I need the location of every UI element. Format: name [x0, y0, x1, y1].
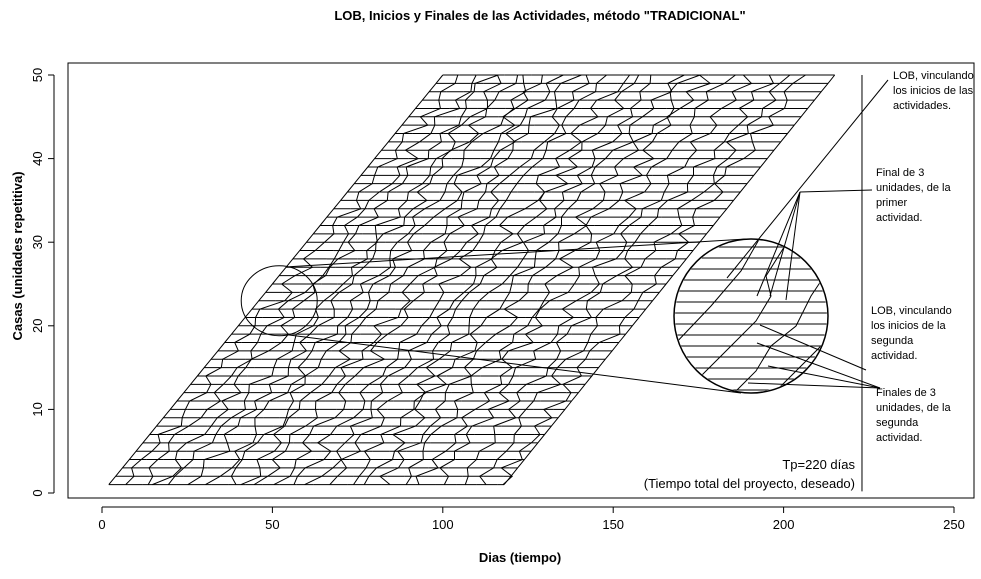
zoom-callout — [240, 238, 829, 394]
annotation-final-first: Final de 3 unidades, de la primer activi… — [876, 167, 951, 224]
y-tick-label: 10 — [30, 402, 45, 416]
lob-line — [168, 74, 502, 485]
annotation-line: segunda — [871, 335, 914, 347]
leader-line — [759, 324, 867, 371]
x-tick-label: 250 — [943, 517, 965, 532]
lob-line — [415, 74, 736, 485]
zoom-link-line — [287, 334, 742, 394]
annotation-line: segunda — [876, 417, 919, 429]
leader-line — [747, 382, 881, 389]
leader-line — [756, 191, 801, 297]
annotation-finals-second: Finales de 3 unidades, de la segunda act… — [876, 387, 951, 444]
y-axis-label: Casas (unidades repetitiva) — [10, 171, 25, 340]
lob-line — [439, 74, 753, 485]
leader-line — [769, 191, 801, 297]
zoom-magnified-circle — [673, 238, 829, 394]
zoom-link-line — [289, 238, 747, 268]
lob-line — [273, 74, 590, 486]
annotation-line: Finales de 3 — [876, 387, 936, 399]
lob-line — [152, 74, 499, 486]
y-axis: 0 10 20 30 40 50 — [30, 68, 55, 497]
y-tick-label: 50 — [30, 68, 45, 82]
x-axis: 0 50 100 150 200 250 — [98, 506, 965, 532]
lob-line — [187, 74, 519, 486]
annotation-line: unidades, de la — [876, 182, 951, 194]
lob-line — [230, 74, 543, 485]
annotation-line: actividades. — [893, 100, 951, 112]
lob-lines — [108, 74, 836, 486]
annotation-line: los inicios de las — [893, 85, 974, 97]
annotation-line: actividad. — [876, 432, 922, 444]
x-tick-label: 150 — [602, 517, 624, 532]
lob-line — [293, 74, 607, 485]
zoom-lob — [675, 240, 762, 347]
annotation-line: actividad. — [871, 350, 917, 362]
lob-line — [205, 74, 527, 486]
zoom-lob — [730, 265, 827, 392]
annotation-line: actividad. — [876, 212, 922, 224]
annotation-line: LOB, vinculando — [871, 305, 952, 317]
zoom-content — [675, 240, 827, 392]
annotation-line: los inicios de la — [871, 320, 946, 332]
lob-line — [363, 74, 685, 485]
leader-line — [756, 342, 881, 389]
lob-line — [500, 74, 806, 485]
lob-line — [405, 74, 712, 485]
zoom-lob — [690, 240, 792, 387]
lob-line — [108, 74, 444, 485]
lob-line — [240, 74, 564, 486]
x-tick-label: 200 — [773, 517, 795, 532]
x-tick-label: 0 — [98, 517, 105, 532]
y-tick-label: 20 — [30, 319, 45, 333]
lob-line — [125, 74, 459, 485]
lob-line — [353, 74, 652, 485]
y-tick-label: 30 — [30, 235, 45, 249]
x-tick-label: 100 — [432, 517, 454, 532]
unit-bars — [108, 74, 835, 486]
plot-frame — [67, 62, 975, 499]
lob-line — [253, 74, 582, 486]
lob-line — [304, 74, 631, 486]
annotation-leaders — [726, 79, 889, 389]
annotation-lob-second: LOB, vinculando los inicios de la segund… — [871, 305, 952, 362]
zoom-source-circle — [240, 265, 318, 337]
lob-line — [379, 74, 701, 485]
total-time-label: Tp=220 días — [782, 457, 855, 472]
annotation-line: LOB, vinculando — [893, 70, 974, 82]
lob-line — [503, 74, 836, 485]
lob-line — [478, 74, 791, 485]
y-tick-label: 0 — [30, 489, 45, 496]
x-axis-label: Dias (tiempo) — [479, 550, 561, 565]
total-time-note: (Tiempo total del proyecto, deseado) — [644, 476, 855, 491]
y-tick-label: 40 — [30, 151, 45, 165]
annotation-line: primer — [876, 197, 908, 209]
annotation-line: Final de 3 — [876, 167, 924, 179]
x-tick-label: 50 — [265, 517, 279, 532]
chart-title: LOB, Inicios y Finales de las Actividade… — [334, 8, 745, 23]
leader-line — [767, 365, 881, 389]
leader-line — [785, 191, 801, 301]
lob-line — [329, 74, 640, 485]
lob-line — [464, 74, 775, 485]
annotation-line: unidades, de la — [876, 402, 951, 414]
lob-line — [147, 74, 477, 485]
leader-line — [799, 189, 873, 193]
annotation-lob-first: LOB, vinculando los inicios de las activ… — [893, 70, 974, 112]
leader-line — [726, 79, 889, 279]
